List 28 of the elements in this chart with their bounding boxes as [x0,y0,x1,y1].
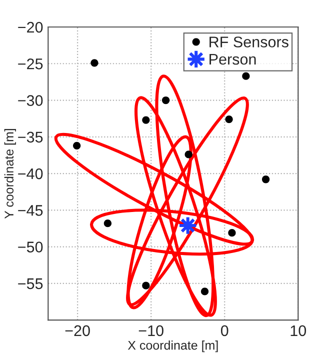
y-tick-label: −55 [18,278,43,290]
y-tick-label: −45 [18,205,43,216]
point [142,116,150,124]
legend-label: Person [210,54,256,65]
legend-label: RF Sensors [210,36,288,48]
x-tick-label: 0 [220,325,228,336]
y-tick-label: −35 [18,132,43,143]
x-tick-label: −10 [138,325,164,336]
point [90,59,98,67]
point [228,229,236,237]
point [142,282,150,290]
point [242,72,250,80]
point [72,142,81,150]
x-tick-label: −20 [65,325,90,336]
y-tick-label: −50 [18,242,43,252]
x-axis-title: X coordinate [m] [128,340,218,352]
point [225,115,233,124]
y-tick-label: −30 [18,95,43,106]
point [200,288,209,296]
point [184,150,192,158]
y-tick-label: −25 [18,58,43,70]
point [104,220,112,228]
point [162,96,170,104]
x-tick-label: 10 [290,325,306,336]
point [262,176,270,184]
y-tick-label: −20 [18,22,43,33]
y-tick-label: −40 [18,168,43,180]
y-axis-title: Y coordinate [m] [4,129,16,219]
